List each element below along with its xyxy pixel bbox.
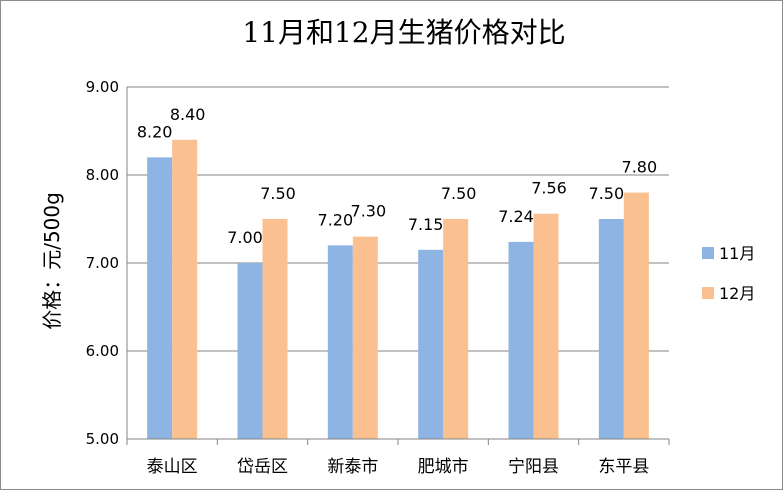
bar [352,236,378,439]
data-labels: 8.208.40 7.00 7.50 7.207.30 7.15 7.50 7.24 7.56… [137,105,657,247]
bar [443,219,469,439]
chart-title: 11月和12月生猪价格对比 [242,16,565,49]
bars [147,139,649,440]
y-tick-label: 8.00 [86,166,119,184]
bar [172,139,198,440]
bar [598,219,624,439]
legend-label: 12月 [719,284,755,303]
data-label: 7.00 [227,228,263,247]
legend: 11月 12月 [702,244,755,303]
data-label: 7.50 [441,184,477,203]
y-axis-ticks: 9.00 8.00 7.00 6.00 5.00 [86,78,119,448]
legend-swatch [702,247,714,259]
y-tick-label: 9.00 [86,78,119,96]
category-label: 东平县 [598,457,649,477]
category-label: 新泰市 [327,457,378,477]
data-label: 7.80 [622,158,658,177]
bar [262,219,288,439]
legend-label: 11月 [719,244,755,263]
y-tick-label: 6.00 [86,342,119,360]
data-label: 7.20 [318,210,354,229]
gridlines [127,86,669,352]
bar [237,263,263,439]
bar [533,213,559,439]
category-label: 岱岳区 [237,457,288,477]
category-label: 肥城市 [418,457,469,477]
bar [623,192,649,439]
legend-swatch [702,287,714,299]
category-label: 宁阳县 [508,457,559,477]
bar [508,241,534,439]
data-label: 7.15 [408,215,444,234]
data-label: 7.56 [531,179,567,198]
bar [147,157,173,439]
y-tick-label: 5.00 [86,430,119,448]
y-tick-label: 7.00 [86,254,119,272]
data-label: 7.24 [498,207,534,226]
bar [418,249,444,439]
data-label: 7.50 [260,184,296,203]
data-label: 7.50 [589,184,625,203]
data-label: 8.40 [170,105,206,124]
data-label: 8.20 [137,122,173,141]
data-label: 7.30 [351,202,387,221]
bar [327,245,353,439]
category-label: 泰山区 [147,457,198,477]
x-axis [126,87,670,445]
y-axis-label: 价格：元/500g [40,192,64,330]
category-labels: 泰山区 岱岳区 新泰市 肥城市 宁阳县 东平县 [147,457,650,477]
